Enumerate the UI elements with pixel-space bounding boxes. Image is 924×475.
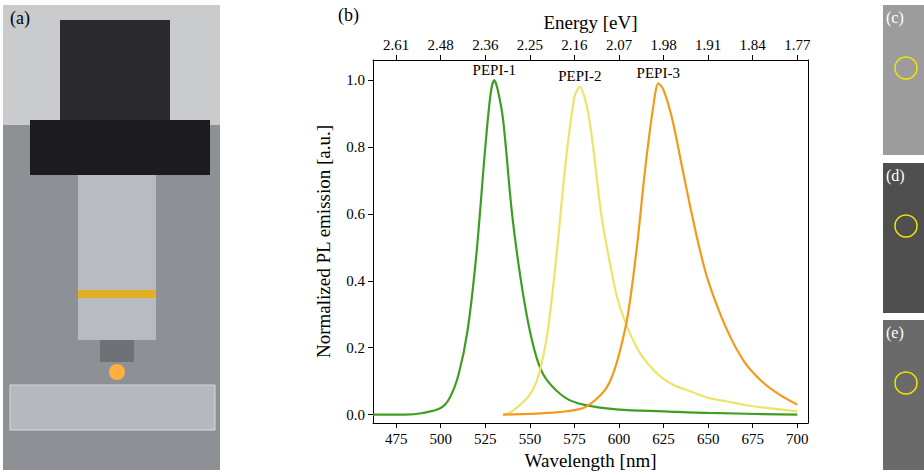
svg-text:650: 650 (697, 431, 720, 447)
svg-text:475: 475 (385, 431, 408, 447)
svg-text:2.48: 2.48 (428, 37, 454, 53)
svg-text:500: 500 (429, 431, 452, 447)
svg-text:Normalized PL emission [a.u.]: Normalized PL emission [a.u.] (313, 125, 334, 358)
svg-text:(a): (a) (10, 8, 30, 29)
svg-text:(b): (b) (338, 5, 359, 26)
svg-text:675: 675 (741, 431, 764, 447)
svg-text:(c): (c) (886, 9, 904, 27)
svg-text:PEPI-1: PEPI-1 (473, 62, 516, 78)
svg-text:0.8: 0.8 (346, 139, 365, 155)
svg-text:Energy [eV]: Energy [eV] (543, 12, 637, 33)
svg-text:PEPI-3: PEPI-3 (637, 65, 680, 81)
svg-text:0.0: 0.0 (346, 407, 365, 423)
svg-text:550: 550 (519, 431, 542, 447)
svg-text:1.91: 1.91 (695, 37, 721, 53)
svg-text:1.77: 1.77 (784, 37, 811, 53)
svg-text:525: 525 (474, 431, 497, 447)
svg-text:1.84: 1.84 (740, 37, 767, 53)
svg-text:2.25: 2.25 (517, 37, 543, 53)
svg-text:2.61: 2.61 (383, 37, 409, 53)
svg-text:PEPI-2: PEPI-2 (558, 68, 601, 84)
svg-text:700: 700 (786, 431, 809, 447)
svg-text:2.07: 2.07 (606, 37, 633, 53)
svg-text:(d): (d) (886, 167, 905, 185)
svg-text:2.36: 2.36 (472, 37, 499, 53)
svg-text:625: 625 (652, 431, 675, 447)
svg-text:0.6: 0.6 (346, 206, 365, 222)
svg-text:0.4: 0.4 (346, 273, 365, 289)
svg-text:1.98: 1.98 (650, 37, 676, 53)
svg-text:0.2: 0.2 (346, 340, 365, 356)
svg-text:1.0: 1.0 (346, 72, 365, 88)
svg-text:575: 575 (563, 431, 586, 447)
svg-text:(e): (e) (886, 324, 904, 342)
svg-text:Wavelength [nm]: Wavelength [nm] (525, 450, 657, 471)
svg-text:600: 600 (608, 431, 631, 447)
svg-text:2.16: 2.16 (561, 37, 588, 53)
